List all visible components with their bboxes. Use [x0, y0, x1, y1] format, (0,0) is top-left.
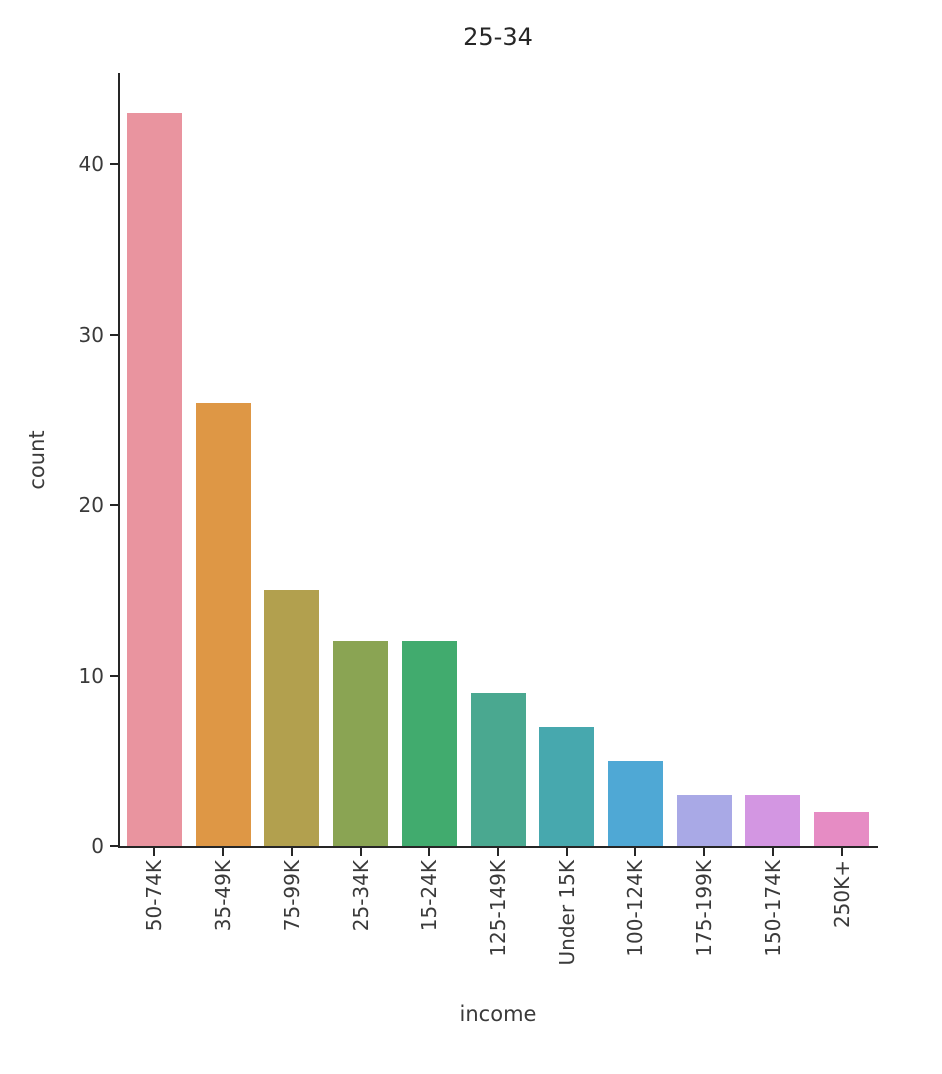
x-tick-label: 100-124K: [623, 860, 648, 957]
x-tick-label: 250K+: [829, 860, 854, 929]
x-tick-mark: [497, 848, 499, 856]
x-tick-label: 75-99K: [279, 860, 304, 932]
x-tick-mark: [703, 848, 706, 856]
bar-125-149K: [470, 692, 526, 846]
x-tick-label: 125-149K: [486, 860, 510, 957]
bar-15-24K: [401, 641, 457, 846]
x-tick-label: 50-74K: [142, 860, 167, 932]
x-tick-mark: [359, 848, 362, 856]
x-tick-mark: [428, 848, 431, 856]
x-tick-label: Under 15K: [554, 860, 579, 966]
y-tick-label: 10: [78, 663, 104, 688]
chart-title: 25-34: [463, 23, 533, 51]
x-tick-label: 175-199K: [692, 860, 717, 957]
bar-250K+: [814, 811, 870, 846]
bar-Under 15K: [539, 726, 595, 846]
x-tick-mark: [634, 848, 637, 856]
bar-25-34K: [333, 641, 389, 846]
x-tick-label: 35-49K: [211, 860, 236, 932]
bar-75-99K: [264, 590, 320, 847]
y-tick-mark: [110, 504, 118, 506]
y-tick-mark: [110, 333, 118, 336]
bar-175-199K: [676, 794, 732, 847]
x-axis-label: income: [459, 1002, 537, 1026]
y-tick-label: 30: [78, 322, 104, 347]
bar-150-174K: [745, 794, 801, 847]
bar-35-49K: [195, 402, 251, 846]
x-tick-mark: [290, 848, 293, 856]
y-tick-mark: [110, 674, 118, 677]
x-tick-label: 15-24K: [417, 860, 442, 932]
y-axis-spine: [118, 73, 120, 848]
x-tick-mark: [222, 848, 225, 856]
x-tick-mark: [840, 848, 843, 856]
y-tick-mark: [110, 845, 118, 847]
x-tick-mark: [565, 848, 568, 856]
bar-100-124K: [608, 760, 663, 847]
bar-50-74K: [126, 112, 182, 846]
x-tick-label: 150-174K: [760, 860, 785, 957]
y-axis-label: count: [25, 430, 49, 490]
x-tick-mark: [771, 848, 774, 856]
x-tick-mark: [153, 848, 156, 856]
y-tick-mark: [110, 163, 118, 165]
x-tick-label: 25-34K: [348, 860, 373, 932]
y-tick-label: 0: [91, 834, 104, 858]
y-tick-label: 40: [78, 152, 104, 176]
x-axis-spine: [118, 846, 878, 848]
y-tick-label: 20: [78, 493, 104, 517]
